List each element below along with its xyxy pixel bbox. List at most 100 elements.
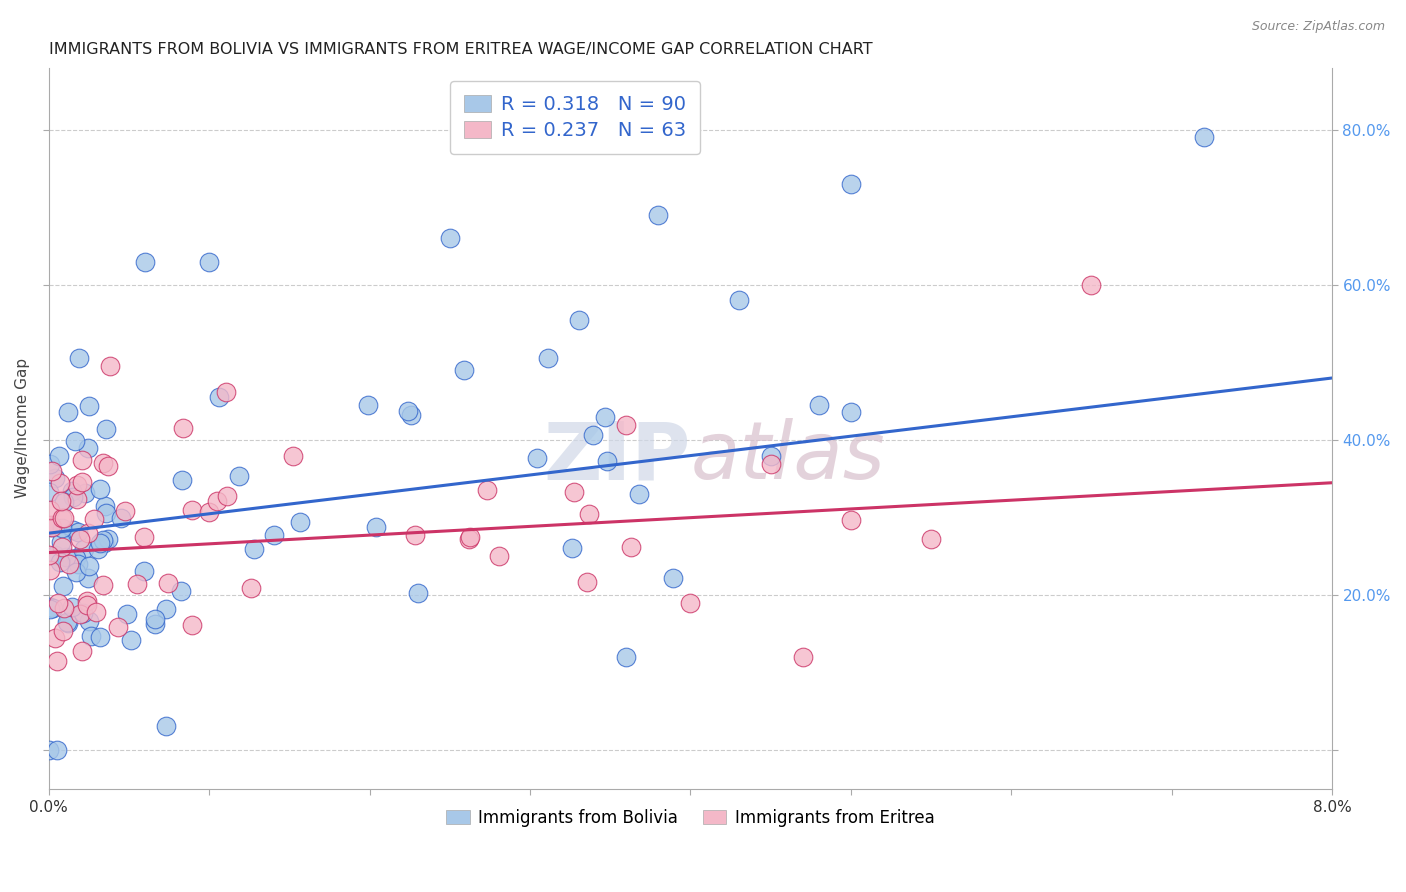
Point: [53, 510, 76, 524]
Point: [198, 254, 221, 268]
Point: [46, 654, 69, 668]
Point: [263, 528, 285, 542]
Point: [578, 507, 600, 521]
Point: [67, 351, 90, 365]
Point: [77, 525, 100, 540]
Point: [596, 453, 619, 467]
Point: [110, 511, 132, 525]
Point: [44, 632, 66, 646]
Point: [408, 586, 430, 600]
Point: [181, 617, 204, 632]
Point: [39, 600, 62, 615]
Point: [69, 532, 91, 546]
Point: [94, 422, 117, 436]
Point: [125, 577, 148, 591]
Point: [67, 557, 90, 571]
Point: [97, 533, 120, 547]
Point: [91, 456, 114, 470]
Point: [72, 606, 94, 620]
Point: [48, 476, 70, 491]
Point: [404, 528, 426, 542]
Point: [156, 575, 179, 590]
Point: [41, 520, 63, 534]
Point: [488, 549, 510, 563]
Point: [87, 542, 110, 557]
Point: [89, 536, 111, 550]
Point: [576, 574, 599, 589]
Point: [120, 632, 142, 647]
Point: [52, 601, 75, 615]
Point: [198, 505, 221, 519]
Point: [49, 494, 72, 508]
Point: [453, 363, 475, 377]
Point: [115, 607, 138, 622]
Point: [94, 506, 117, 520]
Point: [215, 489, 238, 503]
Point: [627, 487, 650, 501]
Point: [526, 450, 548, 465]
Point: [839, 513, 862, 527]
Point: [134, 254, 156, 268]
Point: [1192, 130, 1215, 145]
Point: [614, 649, 637, 664]
Point: [51, 521, 73, 535]
Point: [458, 530, 481, 544]
Point: [38, 601, 60, 615]
Point: [143, 616, 166, 631]
Point: [97, 459, 120, 474]
Point: [65, 434, 87, 449]
Point: [792, 650, 814, 665]
Point: [290, 515, 312, 529]
Point: [595, 410, 617, 425]
Point: [65, 565, 87, 579]
Point: [207, 493, 229, 508]
Point: [561, 541, 583, 555]
Point: [91, 533, 114, 547]
Point: [58, 557, 80, 571]
Point: [80, 629, 103, 643]
Point: [62, 523, 84, 537]
Text: Source: ZipAtlas.com: Source: ZipAtlas.com: [1251, 20, 1385, 33]
Point: [114, 504, 136, 518]
Point: [56, 615, 79, 630]
Point: [457, 532, 479, 546]
Point: [46, 596, 69, 610]
Point: [77, 558, 100, 573]
Point: [77, 399, 100, 413]
Point: [89, 631, 111, 645]
Point: [661, 571, 683, 585]
Point: [65, 551, 87, 566]
Point: [38, 563, 60, 577]
Point: [51, 511, 73, 525]
Point: [143, 611, 166, 625]
Point: [107, 620, 129, 634]
Point: [52, 579, 75, 593]
Point: [38, 502, 60, 516]
Point: [281, 449, 304, 463]
Point: [62, 599, 84, 614]
Point: [93, 578, 115, 592]
Point: [44, 470, 66, 484]
Point: [170, 584, 193, 599]
Point: [727, 293, 749, 308]
Point: [38, 548, 60, 562]
Point: [41, 464, 63, 478]
Point: [94, 499, 117, 513]
Text: IMMIGRANTS FROM BOLIVIA VS IMMIGRANTS FROM ERITREA WAGE/INCOME GAP CORRELATION C: IMMIGRANTS FROM BOLIVIA VS IMMIGRANTS FR…: [49, 42, 872, 57]
Point: [562, 485, 585, 500]
Point: [357, 398, 380, 412]
Point: [56, 615, 79, 630]
Legend: Immigrants from Bolivia, Immigrants from Eritrea: Immigrants from Bolivia, Immigrants from…: [439, 800, 943, 835]
Point: [72, 644, 94, 658]
Point: [55, 549, 77, 564]
Point: [582, 428, 605, 442]
Point: [759, 449, 782, 463]
Point: [62, 491, 84, 505]
Point: [759, 458, 782, 472]
Point: [619, 540, 641, 554]
Point: [60, 483, 83, 498]
Text: atlas: atlas: [690, 418, 886, 496]
Point: [396, 404, 419, 418]
Point: [77, 441, 100, 455]
Point: [73, 486, 96, 500]
